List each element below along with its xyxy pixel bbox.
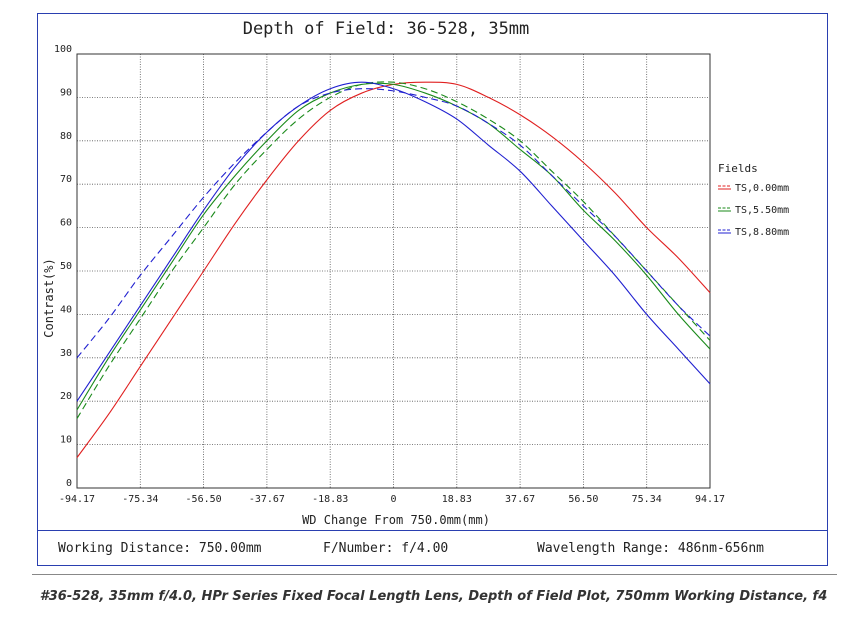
legend-label: TS,0.00mm: [735, 183, 789, 194]
x-tick-label: 56.50: [568, 494, 598, 505]
legend-label: TS,8.80mm: [735, 227, 789, 238]
y-tick-label: 20: [60, 391, 72, 402]
y-tick-label: 30: [60, 348, 72, 359]
y-tick-label: 90: [60, 87, 72, 98]
working-distance-label: Working Distance: 750.00mm: [58, 541, 262, 556]
series-line-3: [76, 81, 711, 419]
plot-frame: [37, 13, 828, 566]
y-tick-label: 60: [60, 218, 72, 229]
x-tick-label: -37.67: [249, 494, 285, 505]
x-tick-label: -75.34: [122, 494, 158, 505]
y-tick-label: 100: [54, 44, 72, 55]
y-axis-label: Contrast(%): [42, 258, 56, 337]
y-tick-label: 10: [60, 435, 72, 446]
chart-title: Depth of Field: 36-528, 35mm: [243, 19, 530, 39]
series-line-4: [76, 81, 711, 402]
depth-of-field-chart: Depth of Field: 36-528, 35mm -94.17 -75.3…: [42, 19, 789, 527]
wavelength-range-label: Wavelength Range: 486nm-656nm: [537, 541, 764, 556]
x-axis-label: WD Change From 750.0mm(mm): [302, 513, 490, 527]
series-line-2: [76, 82, 711, 411]
x-tick-label: 18.83: [442, 494, 472, 505]
x-tick-label: -18.83: [312, 494, 348, 505]
x-tick-label: -56.50: [186, 494, 222, 505]
f-number-label: F/Number: f/4.00: [323, 541, 449, 556]
y-tick-label: 50: [60, 261, 72, 272]
legend-title: Fields: [718, 162, 758, 175]
legend-label: TS,5.50mm: [735, 205, 789, 216]
y-tick-label: 70: [60, 174, 72, 185]
plot-area-border: [76, 53, 711, 489]
x-tick-label: 0: [390, 494, 396, 505]
caption-divider: [32, 574, 837, 575]
y-tick-label: 40: [60, 304, 72, 315]
x-tick-label: 75.34: [632, 494, 662, 505]
y-tick-label: 0: [66, 478, 72, 489]
series-line-5: [76, 88, 711, 359]
figure-caption: #36-528, 35mm f/4.0, HPr Series Fixed Fo…: [39, 589, 828, 604]
y-tick-label: 80: [60, 131, 72, 142]
x-tick-label: 37.67: [505, 494, 535, 505]
x-tick-label: 94.17: [695, 494, 725, 505]
footer-panel: [37, 530, 828, 566]
x-tick-label: -94.17: [59, 494, 95, 505]
